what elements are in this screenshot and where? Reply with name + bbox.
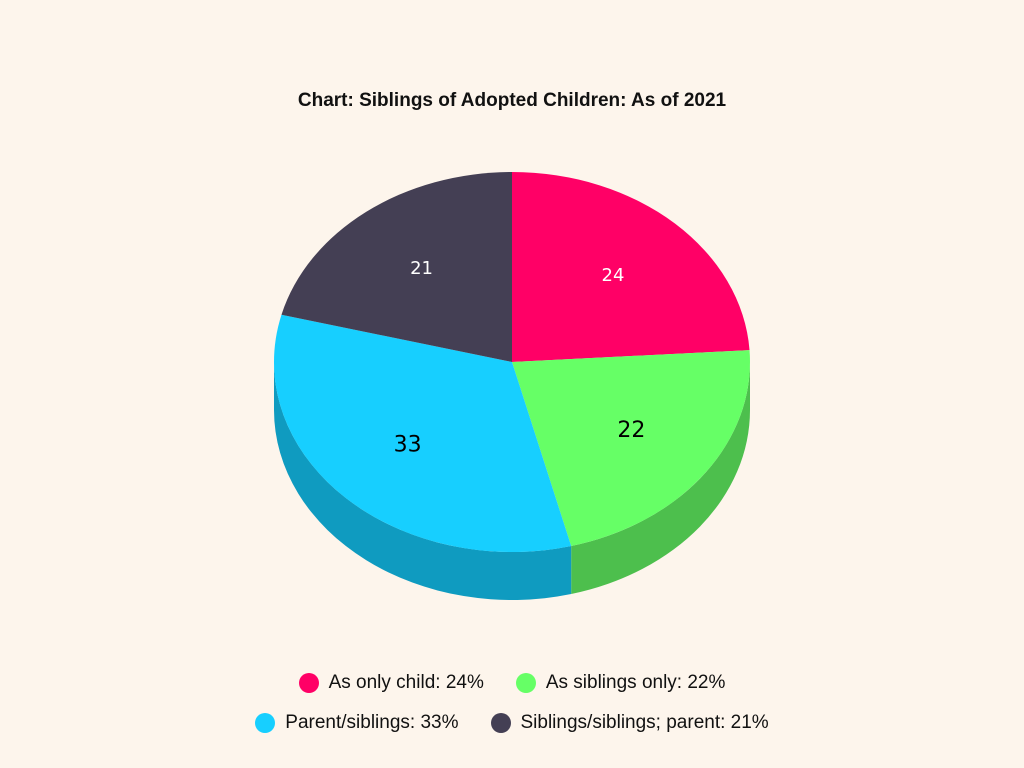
pie-slice-parent-siblings[interactable] [274,314,572,553]
legend-item-as-only-child[interactable]: As only child: 24% [298,672,484,694]
legend-item-siblings-siblings-parent[interactable]: Siblings/siblings; parent: 21% [490,712,769,734]
legend-row-2: Parent/siblings: 33% Siblings/siblings; … [0,712,1024,734]
pie-side-as-siblings-only [571,362,750,595]
legend-label-as-siblings-only: As siblings only: 22% [545,672,726,693]
legend-marker-as-siblings-only [515,673,536,693]
legend-row-1: As only child: 24% As siblings only: 22% [0,672,1024,694]
legend-marker-parent-siblings [255,713,276,733]
pie-3d-sides [274,362,750,601]
pie-label-parent-siblings: 33 [394,432,422,457]
legend-item-as-siblings-only[interactable]: As siblings only: 22% [515,672,726,694]
pie-data-labels: 24 22 33 21 [394,258,646,457]
legend-label-parent-siblings: Parent/siblings: 33% [285,712,459,733]
pie-slices [274,172,750,553]
legend-item-parent-siblings[interactable]: Parent/siblings: 33% [255,712,459,734]
legend-label-as-only-child: As only child: 24% [328,672,484,693]
pie-side-parent-siblings [274,362,572,601]
legend-label-siblings-siblings-parent: Siblings/siblings; parent: 21% [520,712,769,733]
legend-marker-siblings-siblings-parent [490,713,511,733]
chart-title: Chart: Siblings of Adopted Children: As … [297,90,727,111]
pie-slice-as-only-child[interactable] [512,172,750,362]
pie-label-as-only-child: 24 [602,265,625,286]
pie-slice-siblings-siblings-parent[interactable] [281,172,512,362]
pie-label-as-siblings-only: 22 [617,418,645,443]
pie-label-siblings-siblings-parent: 21 [410,258,433,279]
pie-slice-as-siblings-only[interactable] [512,350,750,547]
legend-marker-as-only-child [298,673,319,693]
